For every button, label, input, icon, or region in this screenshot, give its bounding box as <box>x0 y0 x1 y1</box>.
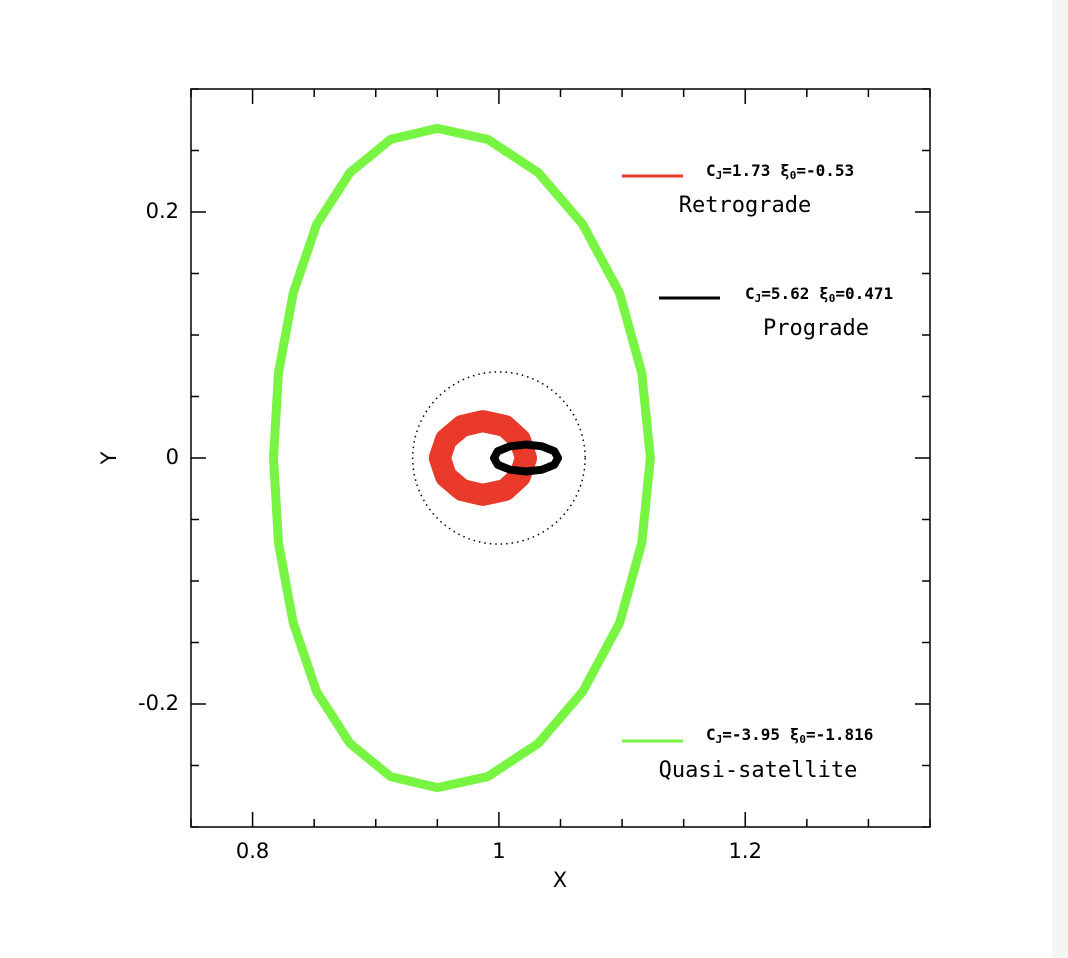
legend-label-part: ξ <box>790 725 800 744</box>
y-tick-label: -0.2 <box>138 691 179 715</box>
legend-label-part: 0 <box>790 169 797 182</box>
legend-label-part: =5.62 <box>761 284 819 303</box>
orbit <box>489 440 563 476</box>
legend-label-part: J <box>755 292 762 305</box>
legend-label-part: J <box>716 733 723 746</box>
legend-label: CJ=-3.95 ξ0=-1.816 <box>706 725 873 747</box>
x-tick-label: 1.2 <box>729 839 762 863</box>
x-axis-label: X <box>553 868 567 892</box>
x-tick-label: 0.8 <box>236 839 269 863</box>
y-tick-label: 0.2 <box>146 199 179 223</box>
orbit <box>269 123 655 793</box>
legend-label-part: ξ <box>780 161 790 180</box>
legend-label-part: C <box>706 725 716 744</box>
legend-label-part: =-1.816 <box>806 725 873 744</box>
legend-label-part: J <box>716 169 723 182</box>
legend-label: CJ=1.73 ξ0=-0.53 <box>706 161 854 183</box>
legend-label-part: C <box>745 284 755 303</box>
legend-name: Quasi-satellite <box>659 758 858 783</box>
y-axis-label: Y <box>97 451 121 465</box>
dotted-circle <box>411 371 586 545</box>
legend-name: Retrograde <box>679 193 811 218</box>
legend-label-part: =0.471 <box>835 284 893 303</box>
legend-label-part: 0 <box>829 292 836 305</box>
legend-label-part: =1.73 <box>722 161 780 180</box>
y-tick-label: 0 <box>166 445 179 469</box>
side-strip <box>1052 0 1068 958</box>
x-tick-label: 1 <box>492 839 505 863</box>
legend-label-part: =-3.95 <box>722 725 789 744</box>
legend-label-part: 0 <box>799 733 806 746</box>
legend-label-part: ξ <box>819 284 829 303</box>
legend-label: CJ=5.62 ξ0=0.471 <box>745 284 893 306</box>
legend-label-part: C <box>706 161 716 180</box>
orbit <box>428 410 538 506</box>
legend-name: Prograde <box>763 316 869 341</box>
legend-label-part: =-0.53 <box>796 161 854 180</box>
